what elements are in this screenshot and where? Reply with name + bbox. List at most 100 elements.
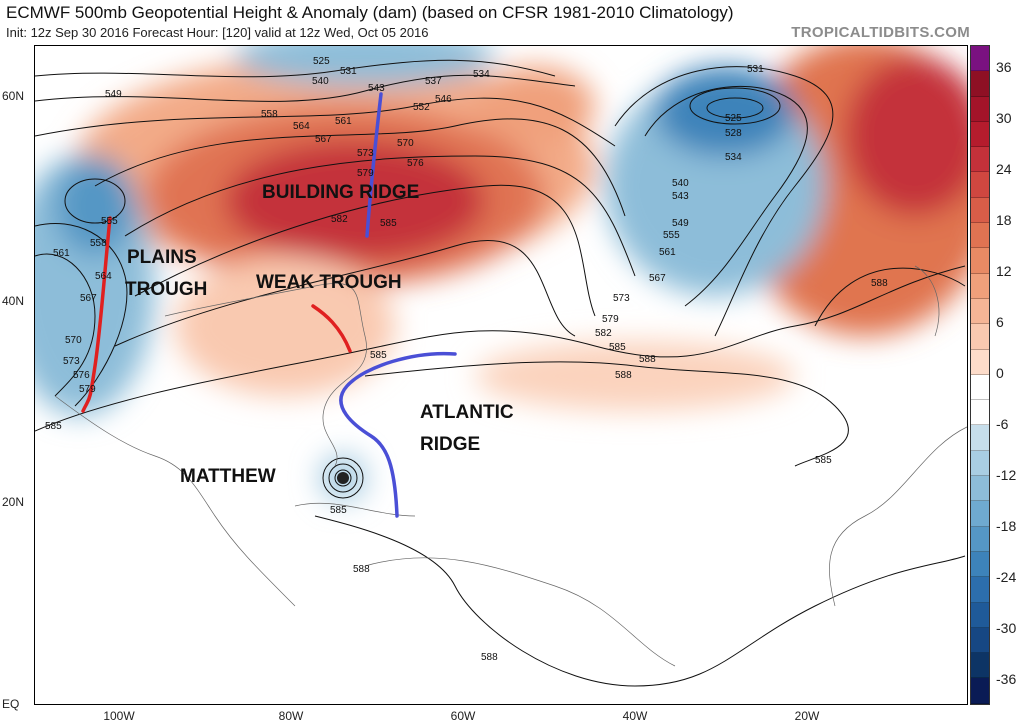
lat-label-60n: 60N (2, 89, 25, 103)
contour-label: 555 (663, 230, 680, 241)
coastline-gulf-mexico (54, 395, 296, 607)
colorbar-label: -12 (996, 467, 1017, 483)
positive-anomaly-core (225, 141, 485, 261)
contour-label: 588 (639, 354, 656, 365)
colorbar-label: 12 (996, 263, 1012, 279)
contour-line (114, 239, 576, 347)
contour-label: 534 (725, 152, 742, 163)
contour-label: 561 (335, 116, 352, 127)
contour-label: 549 (105, 89, 122, 100)
weak-trough-axis-line (311, 304, 352, 353)
colorbar-label: -6 (996, 416, 1009, 432)
map-title: ECMWF 500mb Geopotential Height & Anomal… (6, 3, 734, 22)
contour-label: 543 (672, 191, 689, 202)
negative-anomaly-core (655, 66, 795, 156)
contour-label: 528 (725, 128, 742, 139)
lon-label-40w: 40W (622, 709, 648, 723)
contour-line-585 (35, 265, 966, 432)
map-subtitle: Init: 12z Sep 30 2016 Forecast Hour: [12… (6, 25, 429, 40)
contour-label: 564 (95, 271, 112, 282)
coastlines (54, 265, 967, 667)
colorbar-label: -30 (996, 620, 1017, 636)
colorbar-swatch (971, 197, 989, 224)
colorbar-swatch (971, 374, 989, 401)
contour-label: 588 (353, 564, 370, 575)
contour-line-trough (644, 85, 808, 307)
lon-label-20w: 20W (794, 709, 820, 723)
colorbar-swatch (971, 602, 989, 628)
label-matthew: MATTHEW (180, 466, 276, 487)
label-weak-trough: WEAK TROUGH (256, 272, 402, 293)
contour-label: 558 (261, 109, 278, 120)
contour-label: 585 (609, 342, 626, 353)
contour-label: 585 (45, 421, 62, 432)
contour-label: 555 (101, 216, 118, 227)
contour-label: 582 (595, 328, 612, 339)
colorbar-label: 18 (996, 212, 1012, 228)
contour-line (35, 97, 616, 147)
colorbar-swatch (971, 172, 989, 198)
colorbar-swatch (971, 324, 989, 350)
coastline-iberia (914, 265, 940, 337)
anomaly-colorbar (970, 45, 990, 705)
contour-label: 561 (659, 247, 676, 258)
contour-label: 576 (407, 158, 424, 169)
contour-label: 588 (481, 652, 498, 663)
positive-anomaly-core (845, 56, 967, 216)
contour-line (35, 74, 576, 102)
contour-label: 546 (435, 94, 452, 105)
hurricane-contour (328, 463, 358, 493)
colorbar-swatch (971, 653, 989, 679)
colorbar-label: -24 (996, 569, 1017, 585)
lon-label-80w: 80W (278, 709, 304, 723)
colorbar-label: 30 (996, 110, 1012, 126)
contour-line (134, 184, 596, 317)
contour-label: 579 (602, 314, 619, 325)
contour-label: 552 (413, 102, 430, 113)
colorbar-swatch (971, 46, 989, 72)
contour-label: 573 (357, 148, 374, 159)
contour-label: 579 (357, 168, 374, 179)
coastline-africa (829, 426, 967, 607)
contour-label: 570 (65, 335, 82, 346)
colorbar-swatch (971, 678, 989, 704)
colorbar-swatch (971, 96, 989, 122)
height-contours (35, 59, 966, 687)
contour-label: 531 (340, 66, 357, 77)
colorbar-swatch (971, 501, 989, 527)
anomaly-contour-map: 525 531 537 534 540 543 546 549 552 558 … (35, 46, 967, 687)
contour-label: 585 (370, 350, 387, 361)
coastline-us-east (164, 283, 367, 467)
contour-label: 585 (815, 455, 832, 466)
ridge-axis-line (365, 92, 383, 238)
contour-line-588 (364, 361, 849, 467)
label-plains-trough-line2: TROUGH (125, 279, 208, 300)
coastline-south-america (364, 557, 676, 667)
colorbar-label: 0 (996, 365, 1004, 381)
colorbar-label: 24 (996, 161, 1012, 177)
colorbar-swatch (971, 298, 989, 325)
colorbar-swatch (971, 425, 989, 451)
contour-line (35, 253, 96, 397)
coastline-caribbean (294, 502, 416, 517)
contour-label: 576 (73, 370, 90, 381)
positive-anomaly-region (175, 256, 395, 396)
colorbar-swatch (971, 121, 989, 148)
contour-line (814, 267, 966, 327)
hurricane-matthew-symbol (337, 472, 349, 484)
map-panel: 525 531 537 534 540 543 546 549 552 558 … (34, 45, 968, 705)
positive-anomaly-region (475, 66, 595, 146)
colorbar-swatch (971, 273, 989, 299)
contour-line-low (64, 178, 126, 224)
lat-label-40n: 40N (2, 294, 25, 308)
colorbar-label: 6 (996, 314, 1004, 330)
contour-label: 567 (80, 293, 97, 304)
contour-label: 540 (312, 76, 329, 87)
contour-label: 525 (725, 113, 742, 124)
label-atlantic-ridge-line1: ATLANTIC (420, 402, 514, 423)
hurricane-contour (322, 457, 364, 499)
negative-anomaly-core (55, 156, 135, 256)
contour-label: 561 (53, 248, 70, 259)
colorbar-swatch (971, 627, 989, 654)
contour-label: 588 (871, 278, 888, 289)
